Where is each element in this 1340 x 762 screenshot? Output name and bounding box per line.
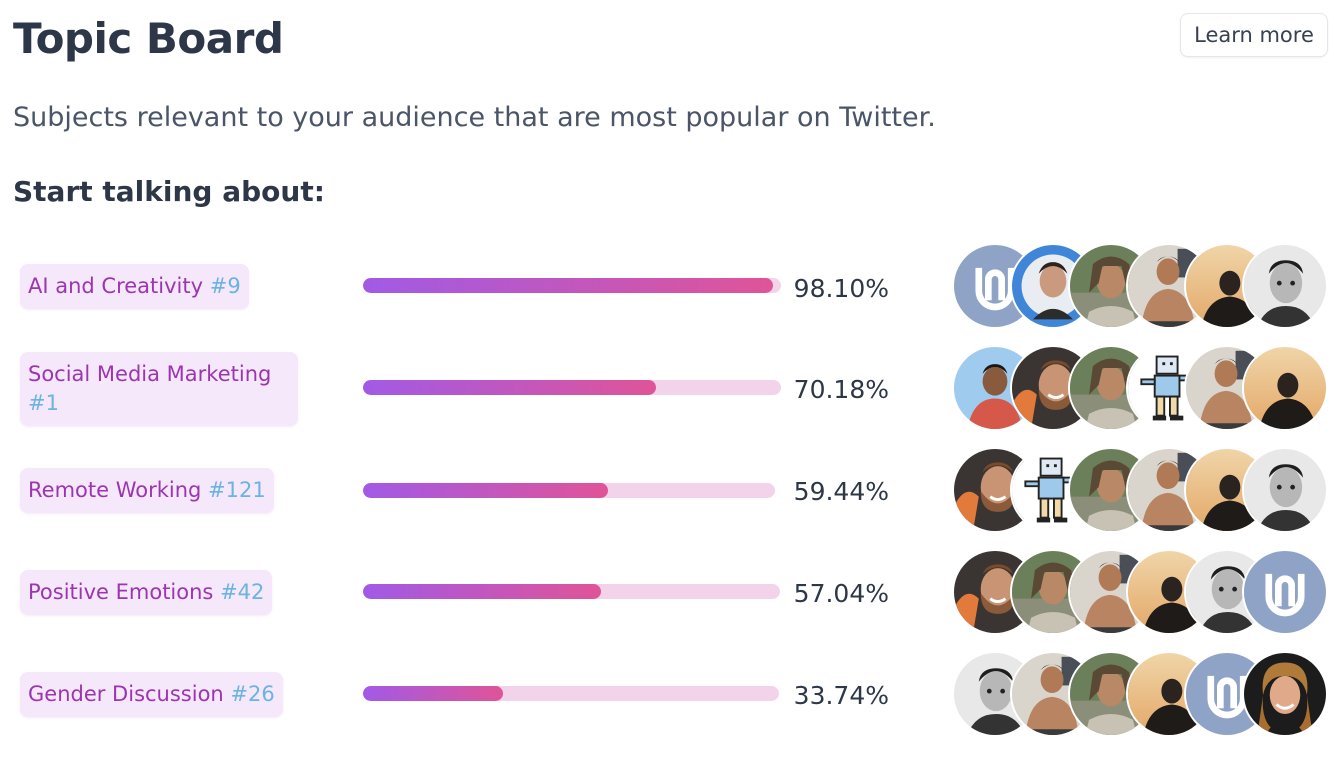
- percent-label: 59.44%: [793, 477, 889, 506]
- topic-rank: #121: [208, 478, 266, 502]
- progress-bar-fill: [363, 483, 608, 498]
- percent-label: 70.18%: [793, 375, 889, 404]
- progress-bar-fill: [363, 380, 657, 395]
- topic-name: Remote Working: [28, 478, 202, 502]
- topic-name: Gender Discussion: [28, 682, 224, 706]
- page-subtitle: Subjects relevant to your audience that …: [13, 102, 936, 133]
- progress-bar-fill: [363, 278, 774, 293]
- percent-label: 57.04%: [793, 579, 889, 608]
- sunset-silhouette-avatar[interactable]: [1242, 345, 1328, 431]
- topic-rank: #1: [28, 391, 59, 415]
- topic-pill[interactable]: AI and Creativity #9: [20, 264, 249, 309]
- curly-hair-avatar[interactable]: [1242, 651, 1328, 737]
- topic-row: AI and Creativity #9 98.10%: [0, 243, 1340, 333]
- topic-pill[interactable]: Positive Emotions #42: [20, 570, 273, 615]
- topic-row: Gender Discussion #26 33.74%: [0, 651, 1340, 741]
- learn-more-button[interactable]: Learn more: [1180, 13, 1328, 57]
- progress-bar: [363, 278, 781, 293]
- topic-pill[interactable]: Gender Discussion #26: [20, 672, 283, 717]
- topic-pill[interactable]: Social Media Marketing #1: [20, 352, 298, 426]
- logo-avatar[interactable]: [1242, 549, 1328, 635]
- bw-portrait-avatar[interactable]: [1242, 243, 1328, 329]
- percent-label: 33.74%: [793, 681, 889, 710]
- progress-bar: [363, 380, 781, 395]
- bw-portrait-avatar[interactable]: [1242, 447, 1328, 533]
- topic-rank: #42: [220, 580, 265, 604]
- topic-row: Remote Working #121 59.44%: [0, 447, 1340, 537]
- progress-bar: [363, 686, 779, 701]
- progress-bar-fill: [363, 686, 504, 701]
- page-title: Topic Board: [13, 14, 284, 63]
- topic-name: Social Media Marketing: [28, 362, 272, 386]
- progress-bar-fill: [363, 584, 601, 599]
- percent-label: 98.10%: [793, 274, 889, 303]
- topic-rank: #9: [209, 274, 241, 298]
- section-heading: Start talking about:: [13, 175, 325, 208]
- topic-pill[interactable]: Remote Working #121: [20, 468, 274, 513]
- topic-row: Positive Emotions #42 57.04%: [0, 549, 1340, 639]
- progress-bar: [363, 483, 775, 498]
- topic-rank: #26: [230, 682, 275, 706]
- progress-bar: [363, 584, 780, 599]
- topic-name: AI and Creativity: [28, 274, 204, 298]
- topic-row: Social Media Marketing #1 70.18%: [0, 345, 1340, 435]
- topic-name: Positive Emotions: [28, 580, 214, 604]
- sunset-silhouette-avatar[interactable]: [1126, 651, 1212, 737]
